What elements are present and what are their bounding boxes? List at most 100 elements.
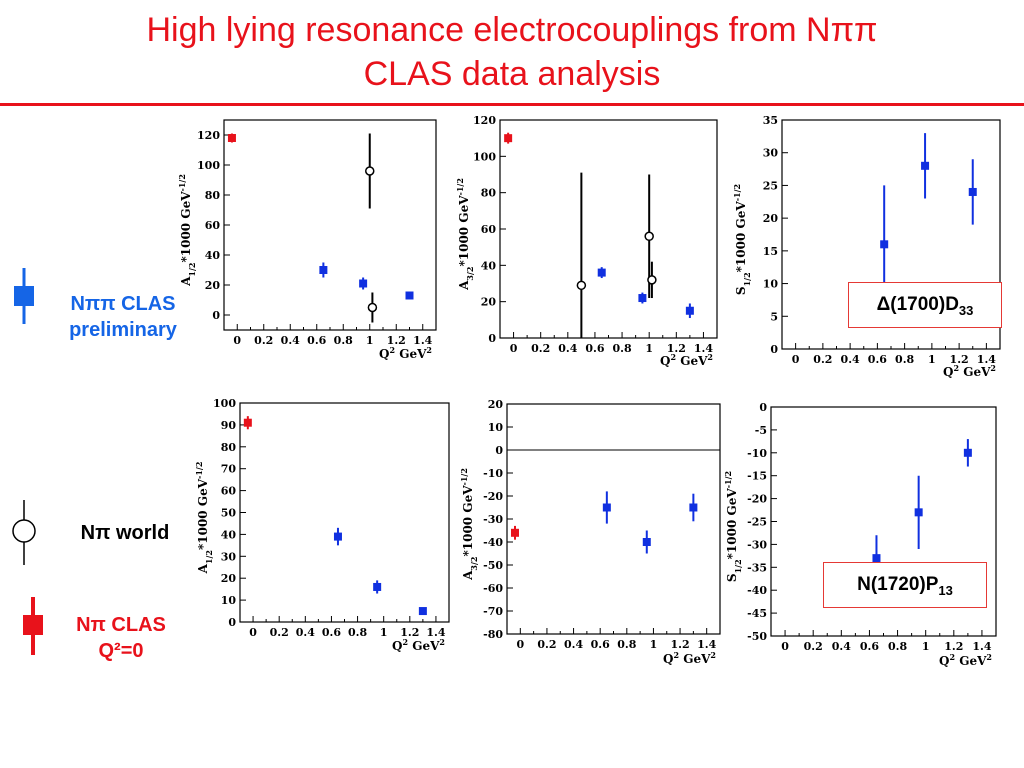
- x-tick-label: 0: [510, 342, 518, 355]
- y-tick-label: -40: [483, 536, 503, 549]
- npipi-data-point: [643, 538, 651, 546]
- plot-4: 0 0.2 0.4 0.6 0.8 1 1.2 1.401020304050607080901…: [194, 397, 449, 653]
- x-tick-label: 0.6: [860, 640, 879, 653]
- legend-npi-clas-line2: Q²=0: [56, 638, 186, 664]
- x-axis-label: Q2 GeV2: [943, 363, 996, 379]
- npipi-data-point: [964, 449, 972, 457]
- y-tick-label: 10: [221, 594, 237, 607]
- x-tick-label: 1: [366, 334, 374, 347]
- x-tick-label: 0.4: [832, 640, 851, 653]
- plot-frame: [240, 403, 449, 622]
- y-tick-label: 80: [221, 441, 237, 454]
- y-tick-label: 20: [221, 572, 237, 585]
- resonance-label-n1720: N(1720)P13: [823, 562, 987, 608]
- npipi-data-point: [880, 240, 888, 248]
- legend-npi-clas-line1: Nπ CLAS: [56, 612, 186, 638]
- y-tick-label: 100: [473, 150, 496, 163]
- x-tick-label: 0.6: [307, 334, 326, 347]
- legend-npi-clas-label: Nπ CLAS Q²=0: [56, 612, 186, 664]
- x-tick-label: 0.8: [617, 638, 636, 651]
- y-tick-label: 40: [221, 528, 237, 541]
- y-tick-label: 100: [213, 397, 236, 410]
- npi_clas-data-point: [511, 529, 519, 537]
- world-data-point: [577, 281, 585, 289]
- y-tick-label: 60: [481, 223, 497, 236]
- y-tick-label: -20: [483, 490, 503, 503]
- legend-npi-world-label: Nπ world: [60, 520, 190, 546]
- npipi-data-point: [598, 269, 606, 277]
- y-tick-label: 0: [212, 309, 220, 322]
- y-tick-label: -35: [747, 561, 767, 574]
- y-tick-label: 80: [481, 187, 497, 200]
- x-tick-label: 0: [792, 353, 800, 366]
- world-data-point: [368, 304, 376, 312]
- y-tick-label: 50: [221, 507, 237, 520]
- legend-npi-clas-marker: [23, 615, 43, 635]
- npi_clas-data-point: [244, 419, 252, 427]
- legend-npipi-label: Nππ CLAS preliminary: [48, 291, 198, 343]
- plot-frame: [224, 120, 436, 330]
- x-tick-label: 0.8: [334, 334, 353, 347]
- y-tick-label: -5: [755, 424, 767, 437]
- y-tick-label: -20: [747, 493, 767, 506]
- x-tick-label: 0.6: [591, 638, 610, 651]
- resonance-label-delta1700: Δ(1700)D33: [848, 282, 1002, 328]
- y-tick-label: 60: [205, 219, 221, 232]
- y-tick-label: 20: [205, 279, 221, 292]
- npipi-data-point: [359, 280, 367, 288]
- world-data-point: [366, 167, 374, 175]
- npipi-data-point: [915, 508, 923, 516]
- npipi-data-point: [406, 292, 414, 300]
- y-tick-label: 40: [481, 259, 497, 272]
- x-tick-label: 0: [233, 334, 241, 347]
- y-tick-label: -70: [483, 605, 503, 618]
- x-tick-label: 0.4: [841, 353, 860, 366]
- y-tick-label: -30: [483, 513, 503, 526]
- x-tick-label: 0.2: [254, 334, 273, 347]
- x-tick-label: 0.2: [804, 640, 823, 653]
- legend-npipi-marker: [14, 286, 34, 306]
- y-tick-label: 100: [197, 159, 220, 172]
- x-tick-label: 0.2: [813, 353, 832, 366]
- y-tick-label: 20: [763, 212, 779, 225]
- y-tick-label: 90: [221, 419, 237, 432]
- x-tick-label: 0.4: [296, 626, 315, 639]
- legend-world-marker: [13, 520, 35, 542]
- npipi-data-point: [969, 188, 977, 196]
- x-tick-label: 0.6: [868, 353, 887, 366]
- x-tick-label: 1: [922, 640, 930, 653]
- x-tick-label: 1: [928, 353, 936, 366]
- plot-2: 0 0.2 0.4 0.6 0.8 1 1.2 1.4 0 20 40 60 80 100 120 Q2 Ge…: [455, 114, 717, 368]
- x-tick-label: 0.4: [558, 342, 577, 355]
- x-tick-label: 0: [516, 638, 524, 651]
- x-tick-label: 0.4: [564, 638, 583, 651]
- npipi-data-point: [686, 307, 694, 315]
- y-tick-label: 80: [205, 189, 221, 202]
- world-data-point: [648, 276, 656, 284]
- x-tick-label: 1: [650, 638, 658, 651]
- y-tick-label: 10: [488, 421, 504, 434]
- npi_clas-data-point: [228, 134, 236, 142]
- y-tick-label: -50: [483, 559, 503, 572]
- y-axis-label: A1/2*1000 GeV-1/2: [194, 462, 214, 575]
- y-tick-label: 20: [488, 398, 504, 411]
- x-tick-label: 0.2: [537, 638, 556, 651]
- y-tick-label: -30: [747, 538, 767, 551]
- y-tick-label: -25: [747, 516, 767, 529]
- y-tick-label: 10: [763, 278, 779, 291]
- x-tick-label: 0.2: [531, 342, 550, 355]
- plot-frame: [500, 120, 717, 338]
- y-tick-label: 15: [763, 245, 778, 258]
- x-tick-label: 0: [249, 626, 257, 639]
- y-tick-label: 25: [763, 179, 778, 192]
- plot-3: 0 0.2 0.4 0.6 0.8 1 1.2 1.4 0 5 10 15 20 25 30 35 Q2 GeV…: [732, 114, 1000, 379]
- x-axis-label: Q2 GeV2: [939, 652, 992, 668]
- y-tick-label: 30: [221, 550, 237, 563]
- npipi-data-point: [603, 504, 611, 512]
- x-tick-label: 0.8: [888, 640, 907, 653]
- y-tick-label: 0: [759, 401, 767, 414]
- x-axis-label: Q2 GeV2: [660, 352, 713, 368]
- y-tick-label: -10: [483, 467, 503, 480]
- x-axis-label: Q2 GeV2: [663, 650, 716, 666]
- y-axis-label: S1/2*1000 GeV-1/2: [723, 471, 743, 582]
